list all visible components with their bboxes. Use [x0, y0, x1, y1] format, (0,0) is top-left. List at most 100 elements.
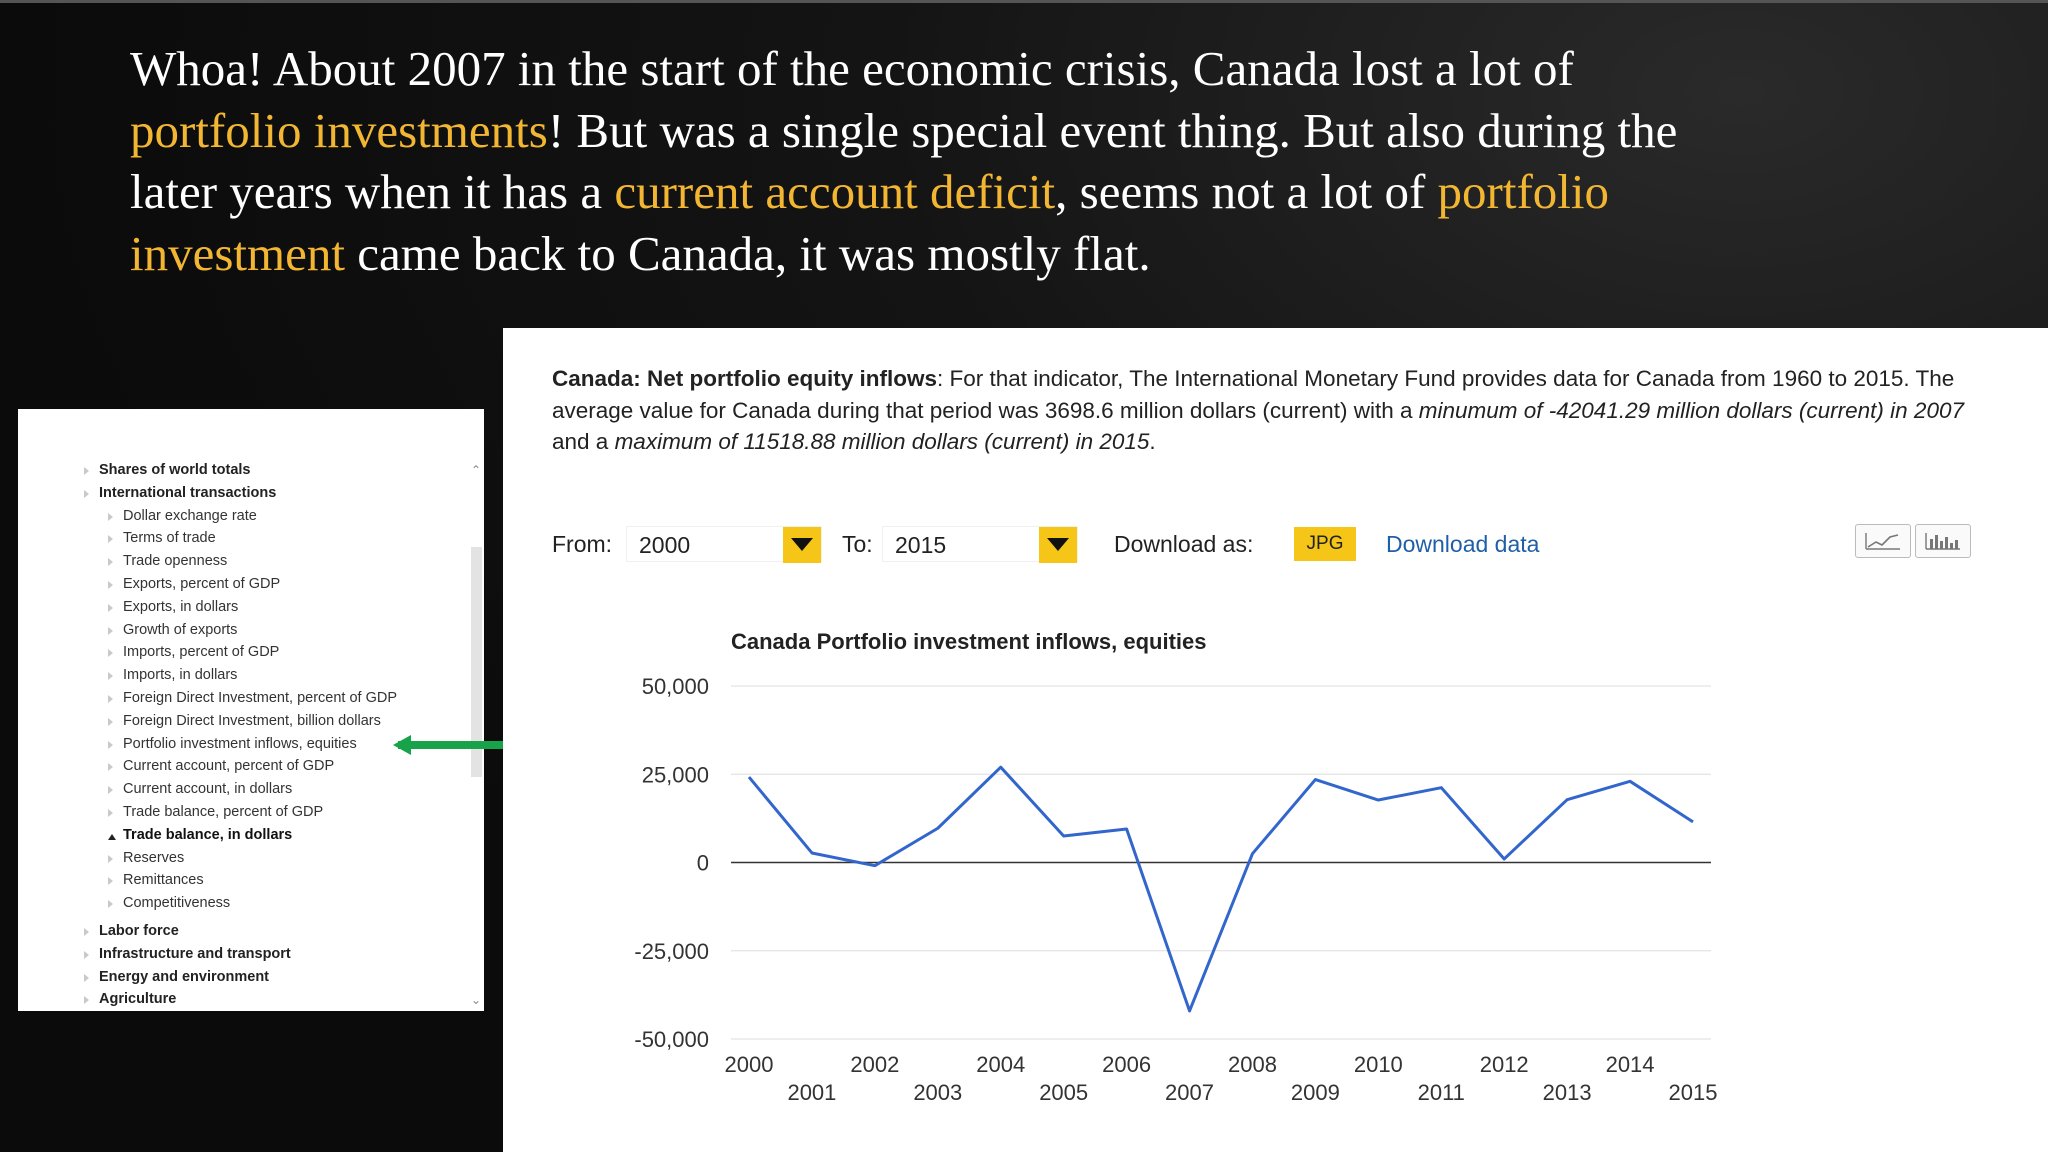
tree-item[interactable]: Shares of world totals [18, 459, 458, 482]
tree-item[interactable]: Foreign Direct Investment, percent of GD… [18, 687, 458, 710]
bar-view-button[interactable] [1915, 524, 1971, 558]
expand-right-icon[interactable] [108, 512, 113, 521]
headline-highlight-2: current account deficit [614, 164, 1056, 219]
tree-item[interactable]: Infrastructure and transport [18, 943, 458, 966]
to-year-value: 2015 [895, 532, 947, 558]
tree-item[interactable]: Exports, percent of GDP [18, 573, 458, 596]
tree-item[interactable]: Agriculture [18, 988, 458, 1011]
tree-item[interactable]: International transactions [18, 482, 458, 505]
chart-controls: From: 2000 To: 2015 Download as: JPG Dow… [552, 524, 2002, 564]
chevron-down-icon[interactable] [1039, 527, 1077, 563]
description-text-3: . [1149, 429, 1156, 454]
expand-right-icon[interactable] [108, 900, 113, 909]
slide-headline: Whoa! About 2007 in the start of the eco… [130, 38, 1690, 284]
expand-right-icon[interactable] [108, 694, 113, 703]
from-label: From: [552, 531, 613, 557]
tree-item[interactable]: Growth of exports [18, 619, 458, 642]
pointer-arrow-icon [393, 735, 411, 755]
x-tick-label: 2003 [913, 1080, 962, 1105]
tree-item[interactable]: Exports, in dollars [18, 596, 458, 619]
y-tick-label: -50,000 [634, 1027, 709, 1052]
indicator-tree: Shares of world totals International tran… [18, 459, 458, 1011]
scroll-thumb[interactable] [471, 547, 482, 777]
x-tick-label: 2013 [1543, 1080, 1592, 1105]
description-text-2: and a [552, 429, 615, 454]
x-tick-label: 2005 [1039, 1080, 1088, 1105]
tree-scrollbar[interactable]: ⌃ ⌄ [468, 463, 484, 1011]
y-tick-label: 50,000 [642, 674, 709, 699]
tree-item[interactable]: Reserves [18, 847, 458, 870]
tree-item[interactable]: Labor force [18, 920, 458, 943]
tree-item[interactable]: Current account, in dollars [18, 778, 458, 801]
tree-item-label: Current account, in dollars [123, 781, 293, 798]
tree-item-label: Dollar exchange rate [123, 507, 257, 524]
scroll-down-icon[interactable]: ⌄ [470, 993, 482, 1007]
expand-right-icon[interactable] [108, 580, 113, 589]
tree-item-label: Foreign Direct Investment, percent of GD… [123, 689, 397, 706]
x-tick-label: 2008 [1228, 1052, 1277, 1077]
line-view-button[interactable] [1855, 524, 1911, 558]
expand-right-icon[interactable] [108, 763, 113, 772]
indicator-tree-panel: Shares of world totals International tran… [18, 409, 484, 1011]
tree-item-label: Growth of exports [123, 621, 238, 638]
headline-text-4: came back to Canada, it was mostly flat. [345, 225, 1151, 281]
scroll-up-icon[interactable]: ⌃ [470, 463, 482, 477]
from-year-select[interactable]: 2000 [626, 526, 822, 563]
tree-item[interactable]: Imports, percent of GDP [18, 641, 458, 664]
expand-right-icon[interactable] [108, 626, 113, 635]
tree-item-label: Shares of world totals [99, 462, 251, 478]
expand-right-icon[interactable] [84, 996, 89, 1005]
x-tick-label: 2011 [1418, 1080, 1465, 1105]
y-tick-label: 0 [697, 851, 709, 876]
tree-item-label: Reserves [123, 849, 185, 866]
download-jpg-button[interactable]: JPG [1294, 527, 1356, 561]
expand-right-icon[interactable] [84, 927, 89, 936]
expand-right-icon[interactable] [84, 467, 89, 475]
expand-right-icon[interactable] [108, 672, 113, 681]
expand-right-icon[interactable] [108, 558, 113, 567]
x-tick-label: 2001 [787, 1080, 836, 1105]
tree-item[interactable]: Trade balance, percent of GDP [18, 801, 458, 824]
tree-item[interactable]: Trade balance, in dollars [18, 824, 458, 847]
tree-item[interactable]: Energy and environment [18, 966, 458, 989]
expand-right-icon[interactable] [84, 950, 89, 959]
headline-highlight-3: portfolio investment [130, 164, 1610, 281]
expand-right-icon[interactable] [108, 649, 113, 658]
tree-item[interactable]: Terms of trade [18, 527, 458, 550]
expand-right-icon[interactable] [108, 603, 113, 612]
headline-text-1: Whoa! About 2007 in the start of the eco… [130, 41, 1574, 96]
tree-item[interactable]: Dollar exchange rate [18, 505, 458, 528]
download-data-link[interactable]: Download data [1386, 531, 1540, 557]
tree-item-label: Current account, percent of GDP [123, 758, 335, 775]
expand-right-icon[interactable] [108, 717, 113, 726]
tree-item[interactable]: Trade openness [18, 550, 458, 573]
to-year-select[interactable]: 2015 [882, 526, 1078, 563]
tree-item[interactable]: Remittances [18, 869, 458, 892]
expand-right-icon[interactable] [84, 973, 89, 982]
tree-item-label: Terms of trade [123, 530, 216, 547]
tree-item[interactable]: Foreign Direct Investment, billion dolla… [18, 710, 458, 733]
expand-right-icon[interactable] [108, 535, 113, 544]
line-chart-icon [1865, 533, 1900, 550]
tree-item[interactable]: Competitiveness [18, 892, 458, 915]
expand-right-icon[interactable] [108, 808, 113, 817]
tree-item[interactable]: Current account, percent of GDP [18, 755, 458, 778]
description-maximum: maximum of 11518.88 million dollars (cur… [614, 429, 1150, 454]
tree-item[interactable]: Portfolio investment inflows, equities [18, 733, 458, 756]
expand-right-icon[interactable] [108, 854, 113, 863]
to-label: To: [842, 531, 873, 557]
y-tick-label: 25,000 [642, 762, 709, 787]
expand-right-icon[interactable] [84, 489, 89, 498]
expand-right-icon[interactable] [108, 786, 113, 795]
chevron-down-icon[interactable] [783, 527, 821, 563]
headline-text-2: ! But was a single special event thing. … [130, 102, 1678, 220]
tree-item[interactable]: Imports, in dollars [18, 664, 458, 687]
tree-item-label: Foreign Direct Investment, billion dolla… [123, 712, 381, 729]
expand-right-icon[interactable] [108, 740, 113, 749]
bar-chart-icon [1925, 533, 1960, 550]
expand-down-icon[interactable] [108, 833, 116, 840]
x-tick-label: 2004 [976, 1052, 1025, 1077]
description-text-1: : For that indicator, The International … [552, 366, 1955, 423]
tree-item-label: Infrastructure and transport [99, 945, 291, 962]
expand-right-icon[interactable] [108, 877, 113, 886]
